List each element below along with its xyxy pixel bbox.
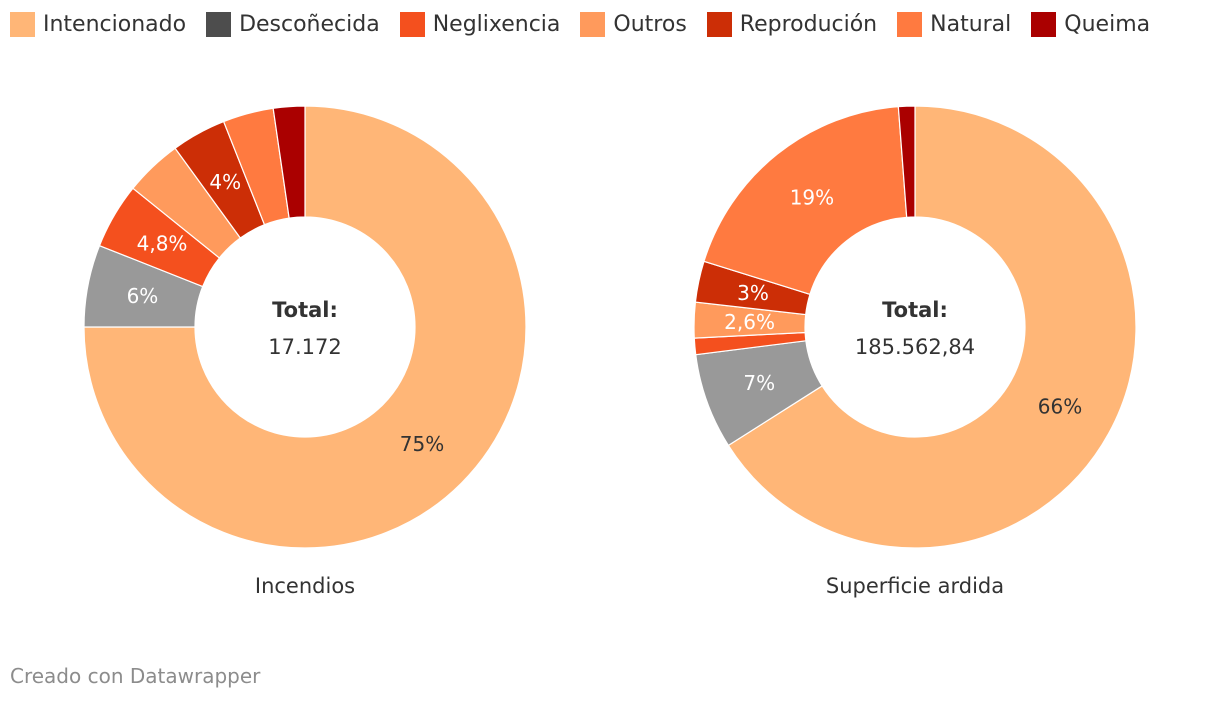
donut-slice[interactable]: [703, 105, 908, 296]
legend-item[interactable]: Neglixencia: [399, 12, 561, 37]
slice-data-label: 4,8%: [137, 232, 188, 256]
legend-item[interactable]: Intencionado: [10, 12, 186, 37]
legend-item[interactable]: Outros: [580, 12, 687, 37]
legend-item[interactable]: Descoñecida: [206, 12, 380, 37]
legend-swatch: [897, 12, 923, 37]
slice-data-label: 3%: [737, 281, 769, 305]
donut-slice[interactable]: [897, 105, 916, 218]
slice-data-label: 75%: [400, 432, 444, 456]
slice-data-label: 4%: [209, 170, 241, 194]
center-total-label: Total:: [882, 298, 948, 322]
legend-swatch: [580, 12, 606, 37]
legend-swatch: [206, 12, 232, 37]
legend-label: Reprodución: [739, 12, 878, 37]
donut-chart: 75% 6% 4,8% 4% Total: 17.172 Incendios: [83, 105, 527, 598]
center-total-label: Total:: [272, 298, 338, 322]
datawrapper-credit[interactable]: Creado con Datawrapper: [10, 664, 261, 688]
legend-item[interactable]: Reprodución: [706, 12, 878, 37]
legend: Intencionado Descoñecida Neglixencia Outros…: [10, 12, 1170, 37]
legend-label: Intencionado: [43, 12, 187, 37]
legend-label: Outros: [613, 12, 687, 37]
legend-label: Descoñecida: [239, 12, 380, 37]
slice-data-label: 2,6%: [724, 310, 775, 334]
center-total-value: 17.172: [268, 335, 341, 359]
legend-item[interactable]: Natural: [897, 12, 1011, 37]
legend-label: Natural: [930, 12, 1012, 37]
legend-label: Queima: [1064, 12, 1151, 37]
legend-swatch: [399, 12, 425, 37]
center-total-value: 185.562,84: [855, 335, 975, 359]
donut-slice[interactable]: [83, 105, 527, 549]
legend-swatch: [1031, 12, 1057, 37]
legend-item[interactable]: Queima: [1031, 12, 1150, 37]
slice-data-label: 66%: [1038, 395, 1082, 419]
chart-title: Incendios: [255, 574, 355, 598]
chart-title: Superficie ardida: [826, 574, 1004, 598]
donut-slice[interactable]: [727, 105, 1137, 549]
legend-label: Neglixencia: [432, 12, 561, 37]
donut-slice[interactable]: [272, 105, 306, 219]
slice-data-label: 6%: [127, 284, 159, 308]
slice-data-label: 7%: [743, 371, 775, 395]
legend-swatch: [706, 12, 732, 37]
slice-data-label: 19%: [790, 186, 834, 210]
donut-chart: 66% 7% 2,6% 3% 19% Total: 185.562,84 Superficie…: [693, 105, 1137, 598]
legend-swatch: [10, 12, 35, 37]
